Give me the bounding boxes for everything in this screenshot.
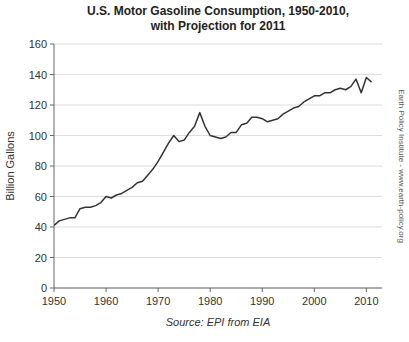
x-tick-label: 1980 bbox=[198, 295, 222, 307]
y-tick-label: 160 bbox=[29, 38, 47, 50]
y-tick bbox=[50, 74, 54, 75]
y-tick-label: 60 bbox=[35, 191, 47, 203]
x-tick-label: 1950 bbox=[42, 295, 66, 307]
grid-line bbox=[54, 44, 382, 45]
y-tick-label: 100 bbox=[29, 130, 47, 142]
title-line: with Projection for 2011 bbox=[150, 19, 286, 33]
y-axis-label: Billion Gallons bbox=[4, 131, 16, 201]
y-tick bbox=[50, 105, 54, 106]
grid-line bbox=[54, 166, 382, 167]
series-group bbox=[54, 78, 372, 226]
y-tick-label: 140 bbox=[29, 69, 47, 81]
x-axis-label: Source: EPI from EIA bbox=[166, 316, 271, 328]
grid-line bbox=[54, 257, 382, 258]
y-tick bbox=[50, 257, 54, 258]
y-axis-line bbox=[54, 44, 55, 288]
y-tick-label: 80 bbox=[35, 160, 47, 172]
title-line: U.S. Motor Gasoline Consumption, 1950-20… bbox=[87, 4, 349, 18]
grid-line bbox=[54, 196, 382, 197]
grid-line bbox=[54, 135, 382, 136]
x-axis-line bbox=[54, 288, 382, 289]
x-tick bbox=[314, 288, 315, 292]
x-tick bbox=[106, 288, 107, 292]
x-tick bbox=[54, 288, 55, 292]
grid-line bbox=[54, 227, 382, 228]
x-tick-label: 1960 bbox=[94, 295, 118, 307]
y-tick bbox=[50, 44, 54, 45]
series-line bbox=[54, 78, 372, 226]
y-tick-label: 40 bbox=[35, 221, 47, 233]
title: U.S. Motor Gasoline Consumption, 1950-20… bbox=[87, 4, 349, 33]
y-tick bbox=[50, 196, 54, 197]
y-tick bbox=[50, 227, 54, 228]
x-tick bbox=[158, 288, 159, 292]
grid-line bbox=[54, 74, 382, 75]
x-tick-label: 2000 bbox=[302, 295, 326, 307]
x-tick-label: 1970 bbox=[146, 295, 170, 307]
y-tick bbox=[50, 288, 54, 289]
annotation: Earth Policy Institute - www.earth-polic… bbox=[397, 89, 406, 243]
grid-line bbox=[54, 105, 382, 106]
y-tick bbox=[50, 166, 54, 167]
y-tick-label: 120 bbox=[29, 99, 47, 111]
x-tick-label: 1990 bbox=[250, 295, 274, 307]
x-tick-label: 2010 bbox=[354, 295, 378, 307]
x-tick bbox=[262, 288, 263, 292]
grid bbox=[54, 44, 382, 288]
chart: 0 20 40 60 80 100 120 140 160 1950 1960 1970 1980 199… bbox=[0, 0, 409, 342]
grid-line bbox=[54, 288, 382, 289]
y-tick-label: 20 bbox=[35, 252, 47, 264]
x-tick bbox=[210, 288, 211, 292]
y-tick bbox=[50, 135, 54, 136]
x-tick bbox=[366, 288, 367, 292]
y-tick-label: 0 bbox=[41, 282, 47, 294]
